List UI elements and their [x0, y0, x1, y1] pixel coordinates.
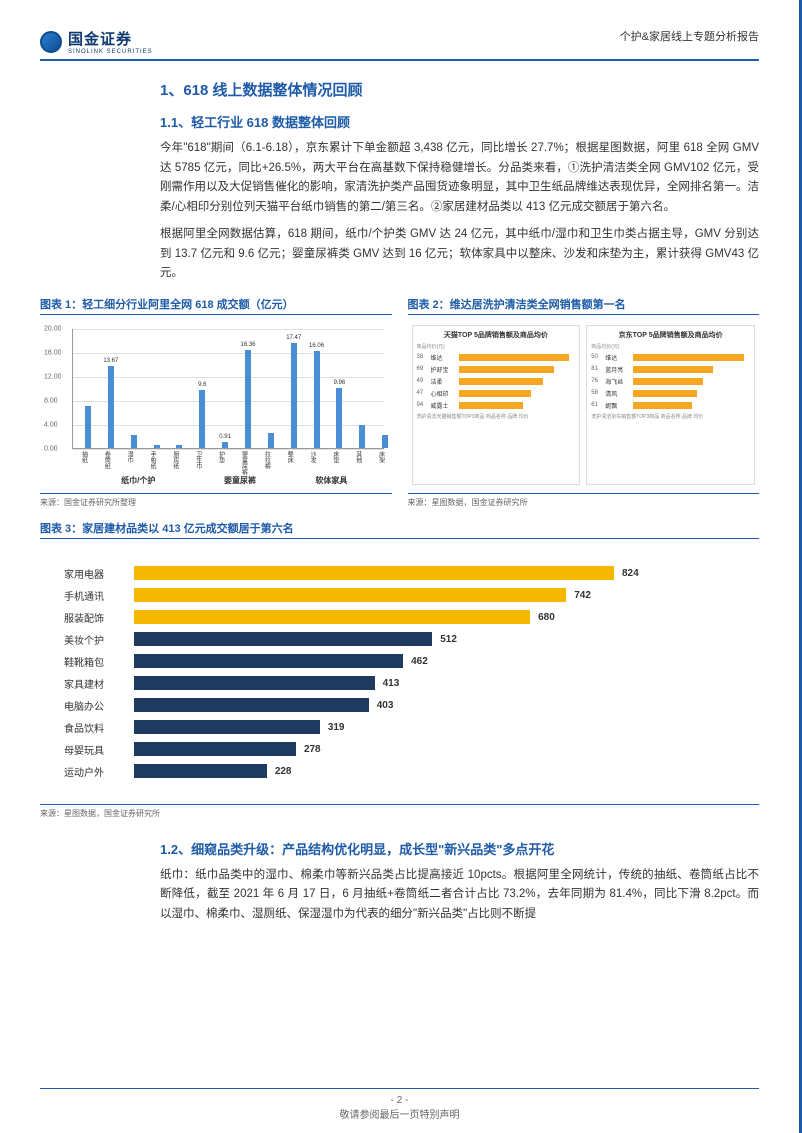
para-1-2: 纸巾：纸巾品类中的湿巾、棉柔巾等新兴品类占比提高接近 10pcts。根据阿里全网…: [160, 866, 759, 925]
chart-2-source: 来源：星图数据，国金证券研究所: [408, 493, 760, 508]
chart-2: 天猫TOP 5品牌销售额及商品均价商品均价(元)38维达69护舒宝49洁柔47心…: [412, 325, 756, 485]
section-1-2-title: 1.2、细窥品类升级：产品结构优化明显，成长型"新兴品类"多点开花: [160, 839, 759, 858]
disclaimer: 敬请参阅最后一页特别声明: [40, 1106, 759, 1121]
page-header: 国金证券 SINOLINK SECURITIES 个护&家居线上专题分析报告: [40, 28, 759, 61]
para-2: 根据阿里全网数据估算，618 期间，纸巾/个护类 GMV 达 24 亿元，其中纸…: [160, 225, 759, 284]
report-type: 个护&家居线上专题分析报告: [620, 28, 759, 44]
chart-3: 家用电器824手机通讯742服装配饰680美妆个护512鞋靴箱包462家具建材4…: [44, 549, 755, 796]
page-footer: - 2 - 敬请参阅最后一页特别声明: [40, 1088, 759, 1121]
para-1: 今年"618"期间（6.1-6.18），京东累计下单金额超 3,438 亿元，同…: [160, 139, 759, 217]
chart-3-title: 图表 3：家居建材品类以 413 亿元成交额居于第六名: [40, 520, 759, 539]
chart-1: 13.679.60.9116.3617.4716.069.960.004.008…: [44, 325, 388, 485]
logo-text-cn: 国金证券: [68, 28, 153, 49]
chart-3-source: 来源：星图数据，国金证券研究所: [40, 804, 759, 819]
logo-icon: [40, 31, 62, 53]
section-1-title: 1、618 线上数据整体情况回顾: [160, 79, 759, 100]
logo: 国金证券 SINOLINK SECURITIES: [40, 28, 153, 55]
chart-1-title: 图表 1：轻工细分行业阿里全网 618 成交额（亿元）: [40, 296, 392, 315]
logo-text-en: SINOLINK SECURITIES: [68, 49, 153, 55]
section-1-1-title: 1.1、轻工行业 618 数据整体回顾: [160, 112, 759, 131]
chart-2-title: 图表 2：维达居洗护清洁类全网销售额第一名: [408, 296, 760, 315]
page-number: - 2 -: [40, 1095, 759, 1106]
chart-1-source: 来源：国金证券研究所整理: [40, 493, 392, 508]
